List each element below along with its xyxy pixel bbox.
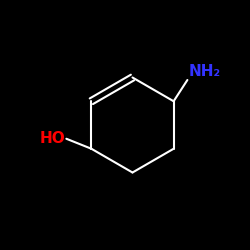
Text: HO: HO [39,131,65,146]
Text: NH₂: NH₂ [189,64,221,79]
